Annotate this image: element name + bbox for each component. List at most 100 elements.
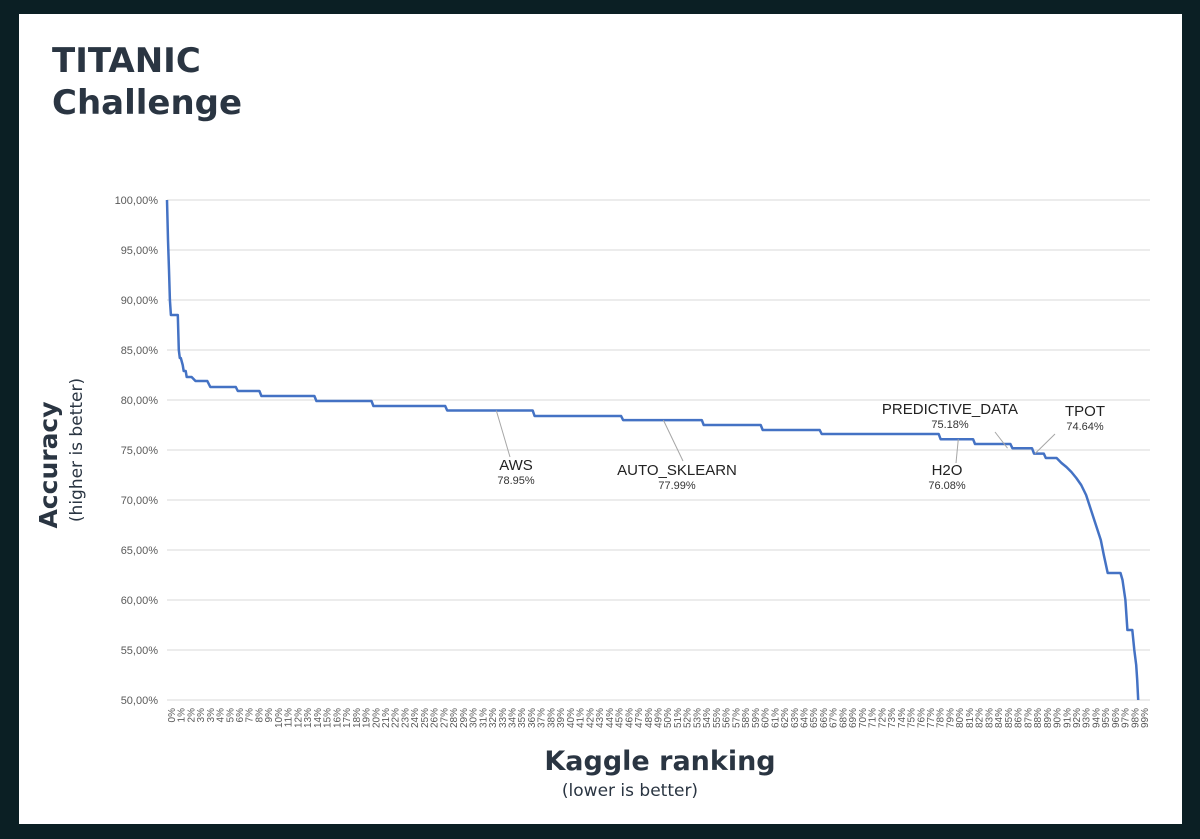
x-tick-label: 86% xyxy=(1014,708,1025,728)
x-tick-label: 73% xyxy=(887,708,898,728)
x-tick-label: 54% xyxy=(702,708,713,728)
x-tick-label: 12% xyxy=(293,708,304,728)
x-tick-label: 36% xyxy=(527,708,538,728)
annotation-name: H2O xyxy=(932,462,963,479)
y-tick-label: 90,00% xyxy=(121,295,159,307)
x-tick-label: 2% xyxy=(186,708,197,723)
x-tick-label: 71% xyxy=(868,708,879,728)
x-tick-label: 66% xyxy=(819,708,830,728)
x-tick-label: 6% xyxy=(235,708,246,723)
x-tick-label: 83% xyxy=(984,708,995,728)
x-tick-label: 97% xyxy=(1121,708,1132,728)
x-tick-label: 78% xyxy=(936,708,947,728)
x-tick-label: 70% xyxy=(858,708,869,728)
x-tick-label: 30% xyxy=(469,708,480,728)
x-tick-label: 0% xyxy=(167,708,178,723)
x-tick-label: 19% xyxy=(362,708,373,728)
y-tick-label: 60,00% xyxy=(121,595,159,607)
annotation-name: TPOT xyxy=(1065,403,1105,420)
chart-frame: TITANIC Challenge xyxy=(19,14,1182,824)
x-tick-label: 81% xyxy=(965,708,976,728)
x-tick-label: 88% xyxy=(1033,708,1044,728)
y-tick-label: 55,00% xyxy=(121,645,159,657)
annotation-name: AUTO_SKLEARN xyxy=(617,462,737,479)
x-tick-label: 4% xyxy=(216,708,227,723)
x-tick-label: 38% xyxy=(546,708,557,728)
x-tick-label: 10% xyxy=(274,708,285,728)
x-tick-label: 90% xyxy=(1053,708,1064,728)
x-tick-label: 59% xyxy=(751,708,762,728)
title-line-2: Challenge xyxy=(52,83,243,123)
x-tick-label: 98% xyxy=(1130,708,1141,728)
x-tick-label: 31% xyxy=(478,708,489,728)
x-tick-label: 7% xyxy=(245,708,256,723)
x-tick-label: 87% xyxy=(1023,708,1034,728)
y-tick-label: 65,00% xyxy=(121,545,159,557)
x-tick-label: 11% xyxy=(284,708,295,727)
y-tick-label: 85,00% xyxy=(121,345,159,357)
x-tick-label: 17% xyxy=(342,708,353,728)
x-tick-label: 16% xyxy=(332,708,343,728)
x-tick-label: 26% xyxy=(430,708,441,728)
x-tick-label: 65% xyxy=(809,708,820,728)
x-tick-label: 49% xyxy=(654,708,665,728)
x-tick-label: 15% xyxy=(323,708,334,728)
x-tick-label: 67% xyxy=(829,708,840,728)
annotation-name: PREDICTIVE_DATA xyxy=(882,401,1018,418)
x-tick-label: 18% xyxy=(352,708,363,728)
x-tick-label: 55% xyxy=(712,708,723,728)
chart-title: TITANIC Challenge xyxy=(52,40,242,124)
annotation-value: 75.18% xyxy=(931,419,969,431)
annotation-name: AWS xyxy=(499,457,533,474)
x-tick-label: 84% xyxy=(994,708,1005,728)
accuracy-series-line xyxy=(165,199,1140,701)
x-tick-label: 89% xyxy=(1043,708,1054,728)
x-tick-label: 21% xyxy=(381,708,392,728)
x-tick-label: 82% xyxy=(975,708,986,728)
x-tick-label: 25% xyxy=(420,708,431,728)
x-tick-label: 45% xyxy=(615,708,626,728)
x-tick-label: 58% xyxy=(741,708,752,728)
x-tick-label: 43% xyxy=(595,708,606,728)
x-axis-subtitle: (lower is better) xyxy=(562,781,698,801)
x-tick-label: 92% xyxy=(1072,708,1083,728)
x-tick-label: 41% xyxy=(576,708,587,728)
x-tick-label: 72% xyxy=(877,708,888,728)
x-tick-label: 27% xyxy=(439,708,450,728)
annotation-leader-line xyxy=(994,431,1008,449)
y-tick-label: 70,00% xyxy=(121,495,159,507)
x-tick-label: 79% xyxy=(945,708,956,728)
x-tick-label: 85% xyxy=(1004,708,1015,728)
title-line-1: TITANIC xyxy=(52,41,201,81)
annotation-leader-line xyxy=(955,439,959,464)
x-tick-label: 37% xyxy=(537,708,548,728)
x-tick-label: 13% xyxy=(303,708,314,728)
x-tick-label: 9% xyxy=(264,708,275,723)
annotation-leader-line xyxy=(1034,433,1056,454)
x-tick-label: 52% xyxy=(683,708,694,728)
x-tick-label: 48% xyxy=(644,708,655,728)
x-tick-label: 95% xyxy=(1101,708,1112,728)
x-tick-label: 5% xyxy=(225,708,236,723)
annotation-value: 74.64% xyxy=(1066,421,1104,433)
x-tick-label: 3% xyxy=(206,708,217,723)
x-tick-label: 62% xyxy=(780,708,791,728)
x-tick-label: 8% xyxy=(254,708,265,723)
x-tick-label: 63% xyxy=(790,708,801,728)
annotation-leader-line xyxy=(495,410,511,458)
y-tick-label: 50,00% xyxy=(121,695,159,707)
x-axis-ticks: 0%1%2%3%3%4%5%6%7%8%9%10%11%12%13%14%15%… xyxy=(167,708,1151,728)
y-axis-subtitle: (higher is better) xyxy=(67,378,87,522)
x-tick-label: 53% xyxy=(692,708,703,728)
annotation-value: 77.99% xyxy=(658,480,696,492)
x-tick-label: 68% xyxy=(838,708,849,728)
x-tick-label: 96% xyxy=(1111,708,1122,728)
x-axis-title: Kaggle ranking xyxy=(544,746,775,777)
x-tick-label: 35% xyxy=(517,708,528,728)
x-tick-label: 32% xyxy=(488,708,499,728)
x-tick-label: 56% xyxy=(722,708,733,728)
